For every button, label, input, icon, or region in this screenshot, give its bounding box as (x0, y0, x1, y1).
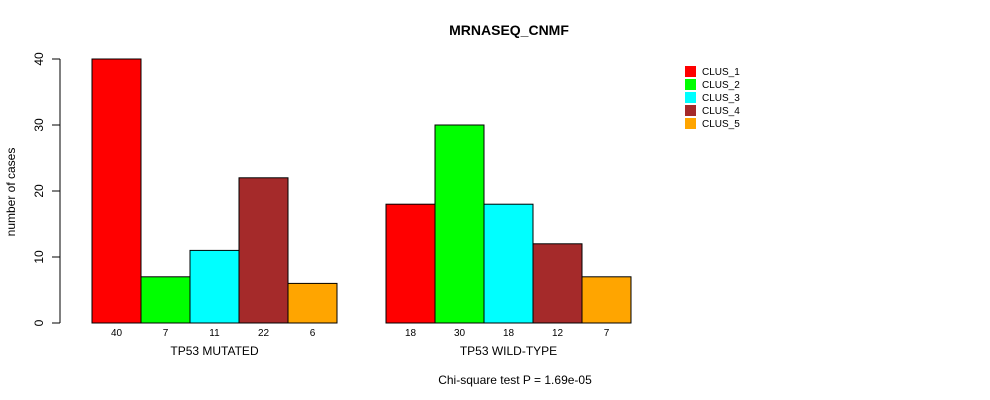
group-labels: 40 7 11 22 6 TP53 MUTATED 18 30 18 12 7 TP53 WILD-T… (111, 328, 610, 358)
y-tick-label: 40 (32, 52, 46, 66)
group-label: TP53 MUTATED (170, 344, 259, 358)
bar-value-label: 11 (209, 328, 220, 339)
bar (189, 249, 240, 324)
bar (140, 276, 191, 324)
y-tick-label: 30 (32, 118, 46, 132)
bar-value-label: 22 (258, 328, 270, 339)
bar (434, 124, 485, 324)
chart-title: MRNASEQ_CNMF (449, 22, 569, 38)
bar-value-label: 6 (310, 328, 316, 339)
y-axis: 0 10 20 30 40 (32, 52, 61, 326)
y-tick-label: 20 (32, 184, 46, 198)
legend-swatch (685, 92, 696, 103)
bar (385, 203, 436, 324)
bar-value-label: 30 (454, 328, 466, 339)
bars (91, 58, 632, 324)
bar (581, 276, 632, 324)
legend: CLUS_1 CLUS_2 CLUS_3 CLUS_4 CLUS_5 (685, 66, 740, 130)
legend-label: CLUS_4 (702, 106, 740, 117)
bar (483, 203, 534, 324)
bar (532, 243, 583, 324)
bar (287, 282, 338, 324)
legend-swatch (685, 118, 696, 129)
legend-label: CLUS_5 (702, 119, 740, 130)
bar-value-label: 7 (163, 328, 169, 339)
bar-value-label: 18 (405, 328, 417, 339)
bar-value-label: 7 (604, 328, 610, 339)
legend-label: CLUS_3 (702, 93, 740, 104)
y-axis-label: number of cases (4, 148, 18, 237)
bar-value-label: 18 (503, 328, 515, 339)
legend-label: CLUS_1 (702, 67, 740, 78)
bar-value-label: 40 (111, 328, 123, 339)
bar-value-label: 12 (552, 328, 564, 339)
legend-swatch (685, 105, 696, 116)
y-tick-label: 0 (32, 319, 46, 326)
bar (238, 177, 289, 324)
chi-square-footnote: Chi-square test P = 1.69e-05 (438, 373, 592, 387)
legend-swatch (685, 79, 696, 90)
bar (91, 58, 142, 324)
legend-label: CLUS_2 (702, 80, 740, 91)
legend-swatch (685, 66, 696, 77)
y-tick-label: 10 (32, 250, 46, 264)
group-label: TP53 WILD-TYPE (460, 344, 557, 358)
